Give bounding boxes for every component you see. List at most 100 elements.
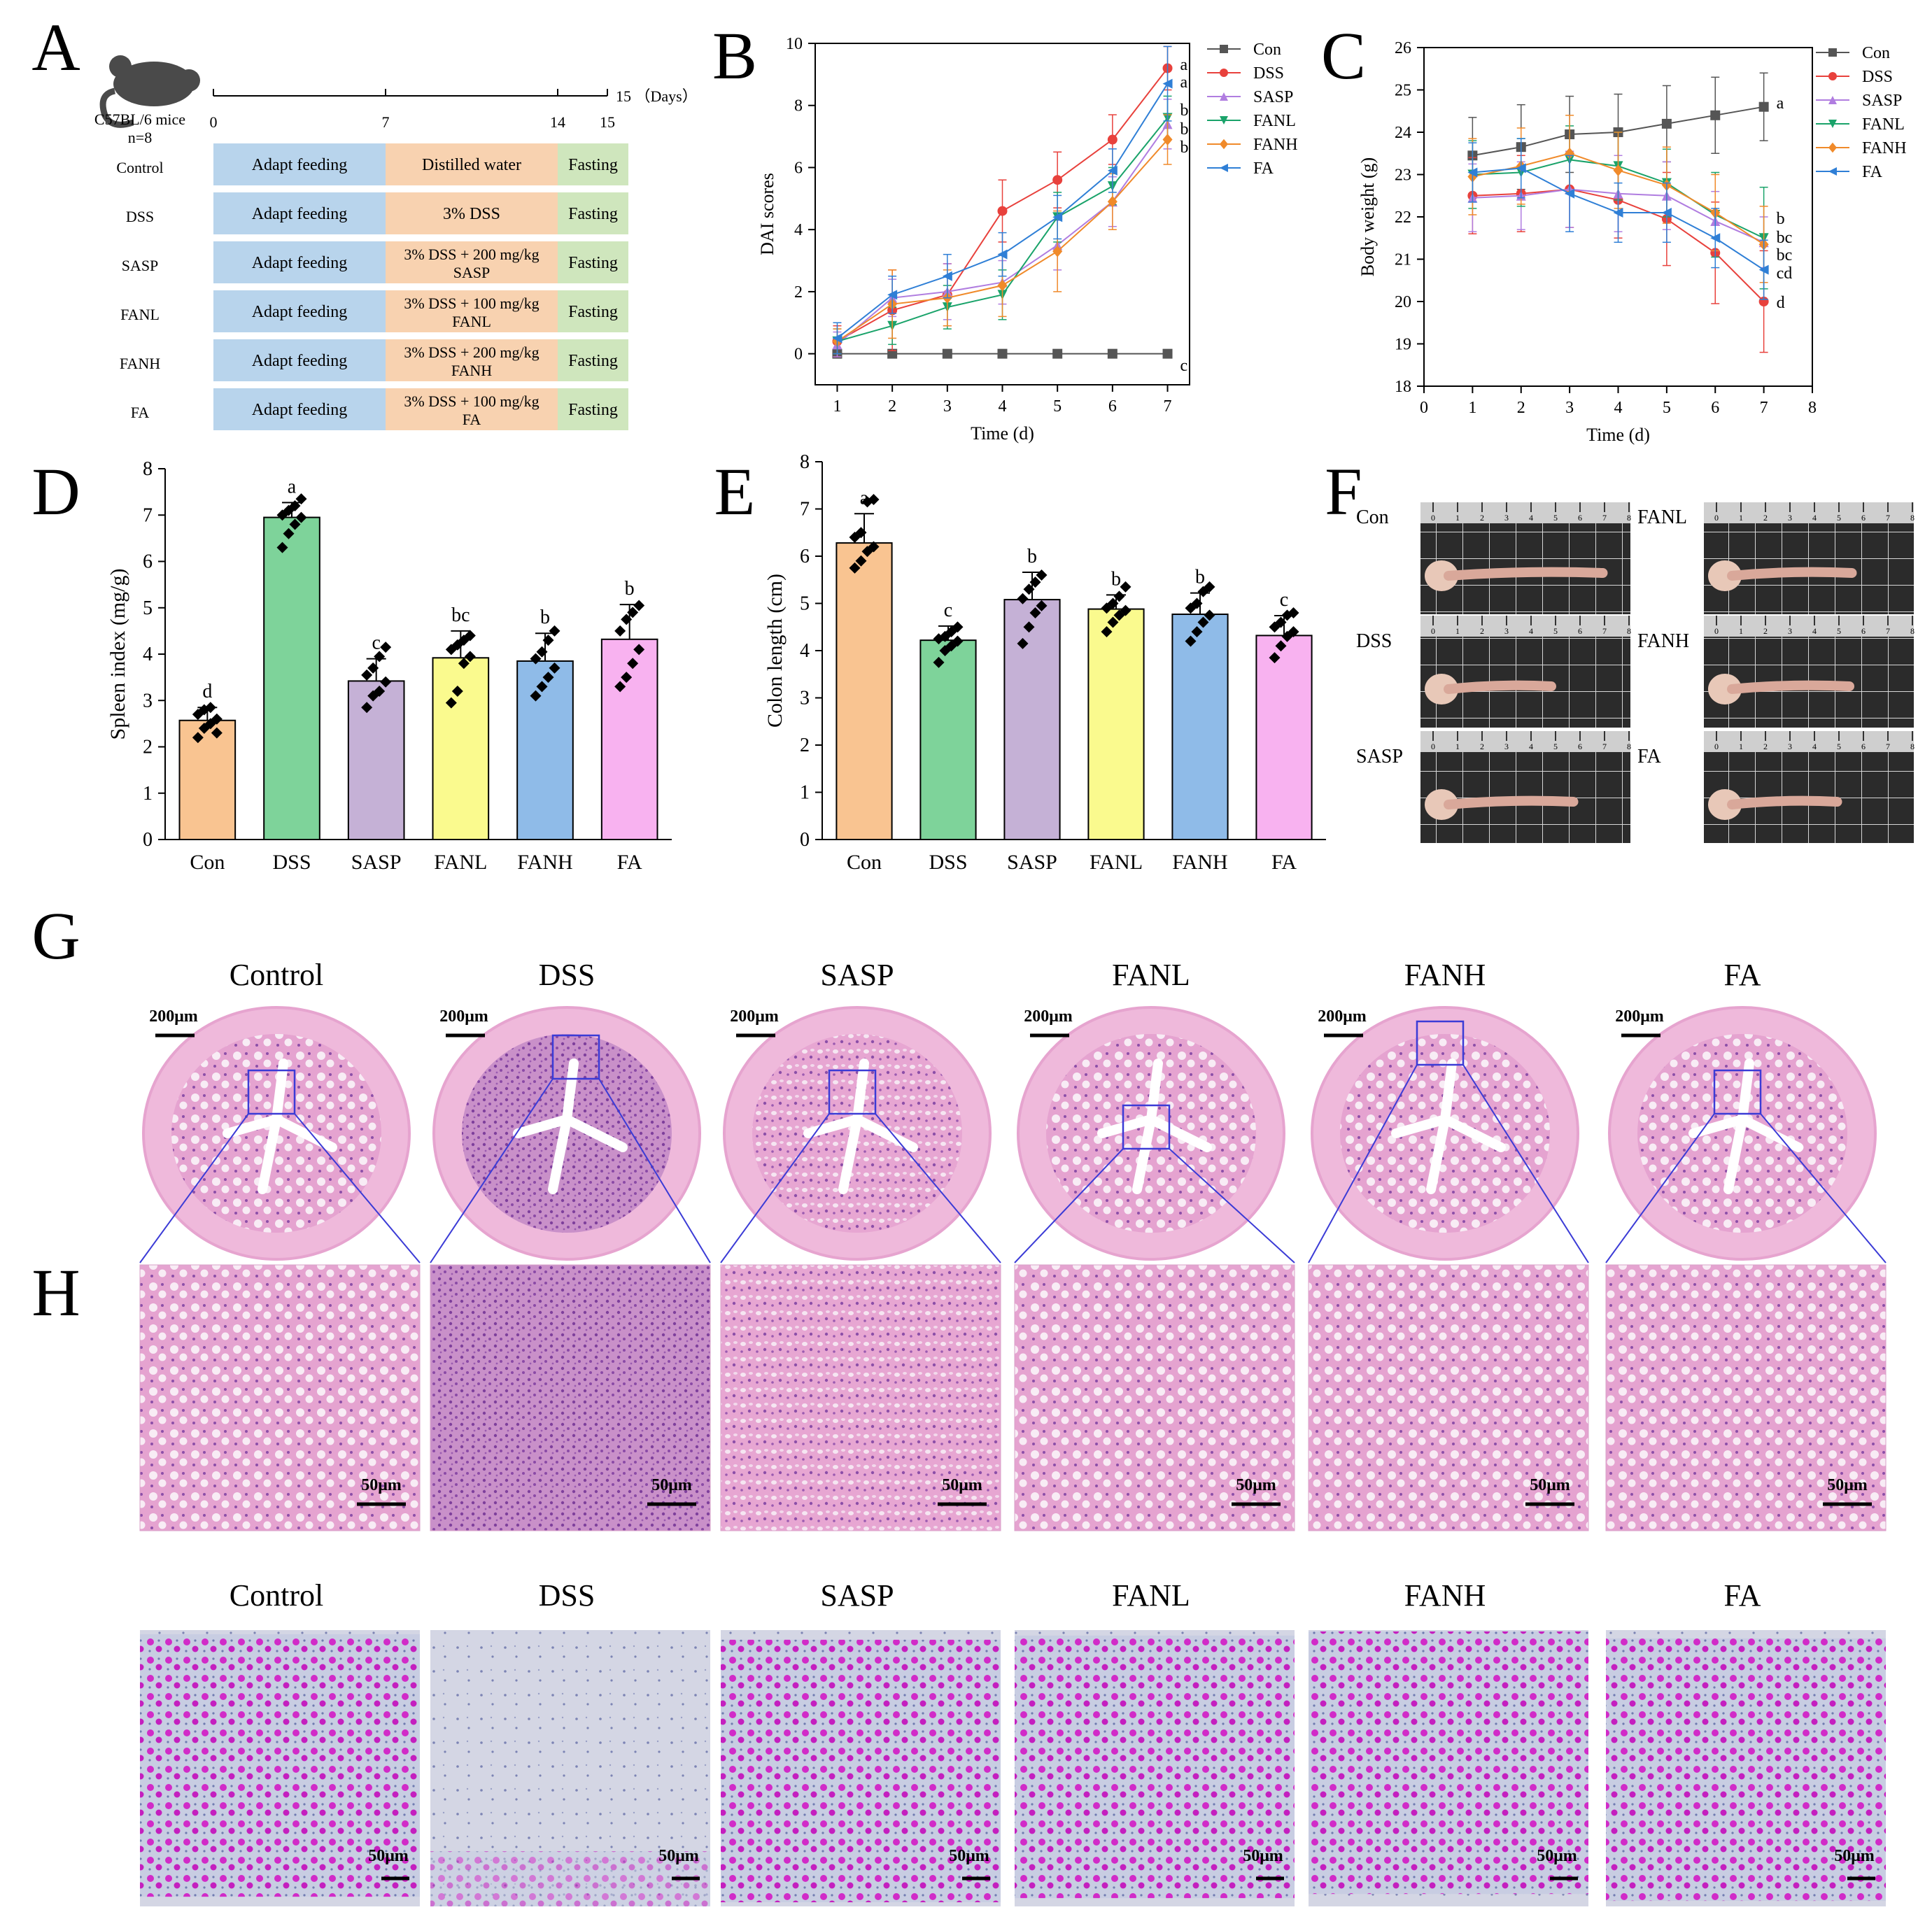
zoom-line — [294, 1113, 421, 1263]
pas-stained-region — [1015, 1635, 1295, 1899]
data-point — [289, 518, 301, 530]
zoom-box — [828, 1069, 877, 1115]
data-point — [1828, 72, 1837, 80]
data-point — [1023, 583, 1035, 595]
data-point — [1162, 78, 1173, 89]
ruler-tick-label: 7 — [1602, 513, 1607, 523]
data-point — [1017, 593, 1029, 604]
y-tick-label: 2 — [794, 283, 803, 302]
x-tick-label: 5 — [1663, 399, 1671, 417]
colon — [1727, 680, 1854, 694]
data-point — [1516, 163, 1526, 174]
mouse-label: C57BL/6 mice — [94, 111, 185, 128]
ruler-tick-label: 5 — [1553, 742, 1558, 751]
ruler-tick-label: 3 — [1788, 742, 1792, 751]
zoom-box — [1122, 1104, 1171, 1150]
panel-letter-g: G — [31, 898, 80, 973]
scale-label: 200μm — [1318, 1007, 1367, 1026]
protocol-row: SASP Adapt feeding 3% DSS + 200 mg/kgSASPF… — [122, 241, 628, 283]
he-zoom-image — [1309, 1265, 1588, 1531]
he-zoom-frame — [720, 1264, 1001, 1531]
data-point — [868, 541, 880, 553]
y-tick-label: 3 — [800, 688, 810, 709]
cecum — [1708, 789, 1742, 820]
he-group-title: FANL — [1112, 958, 1190, 992]
data-point — [1191, 597, 1203, 609]
bar — [919, 639, 977, 841]
y-axis-label: DAI scores — [757, 173, 777, 255]
significance-letter: b — [1777, 210, 1785, 228]
data-point — [887, 348, 898, 359]
data-point — [997, 279, 1008, 292]
data-point — [952, 621, 964, 633]
data-point — [832, 333, 842, 344]
y-axis-label: Spleen index (mg/g) — [106, 569, 129, 740]
colon-group-label: FA — [1637, 746, 1661, 767]
y-tick-label: 23 — [1395, 167, 1411, 185]
data-point — [361, 702, 373, 714]
data-point — [1107, 597, 1119, 609]
he-group-title: FANH — [1404, 958, 1486, 992]
scale-label: 50μm — [658, 1847, 699, 1865]
data-point — [1275, 640, 1287, 652]
fasting-box — [558, 339, 628, 381]
scale-label: 50μm — [651, 1476, 692, 1494]
y-tick-label: 2 — [800, 735, 810, 756]
y-tick-label: 1 — [800, 782, 810, 804]
data-point — [211, 727, 223, 739]
x-tick-label: 1 — [1468, 399, 1476, 417]
ruler-tick-label: 3 — [1788, 626, 1792, 636]
y-tick-label: 8 — [800, 451, 810, 473]
scale-label: 200μm — [1615, 1007, 1664, 1026]
x-tick-label: 4 — [999, 397, 1007, 416]
data-point — [1828, 167, 1837, 176]
data-point — [1052, 348, 1063, 359]
y-tick-label: 6 — [794, 159, 803, 177]
x-tick-label: Con — [190, 851, 225, 874]
ruler-tick-label: 3 — [1788, 513, 1792, 523]
scale-label: 50μm — [368, 1847, 409, 1865]
colon-photo: 0 1 2 3 4 5 6 7 8 FANL — [1637, 502, 1915, 614]
zoom-box — [1713, 1069, 1762, 1115]
treatment-label: 3% DSS + 200 mg/kg — [404, 246, 539, 263]
y-tick-label: 0 — [800, 829, 810, 851]
ruler-tick-label: 2 — [1763, 742, 1768, 751]
ruler-tick-label: 6 — [1861, 626, 1866, 636]
panel-f: 0 1 2 3 4 5 6 7 8 Con 0 1 2 3 4 5 6 7 8 DSS 0 1 2 3 4 5 6 7 8 SASP 0 1 2… — [1356, 502, 1915, 843]
scale-label: 50μm — [1236, 1476, 1276, 1494]
adapt-feeding-label: Adapt feeding — [252, 254, 348, 272]
data-point — [1288, 626, 1299, 637]
data-point — [997, 348, 1008, 359]
data-point — [633, 644, 645, 656]
data-point — [887, 290, 898, 300]
significance-letter: b — [1180, 120, 1189, 139]
pas-stained-region — [1606, 1638, 1886, 1902]
y-tick-label: 3 — [143, 690, 153, 711]
y-tick-label: 25 — [1395, 82, 1411, 100]
panel-letter-a: A — [31, 10, 80, 85]
data-point — [1220, 45, 1228, 53]
colon — [1444, 567, 1608, 581]
pas-group-title: SASP — [820, 1578, 894, 1613]
pas-group-sasp: SASP 50μm — [721, 1578, 1001, 1906]
y-tick-label: 4 — [800, 640, 810, 662]
data-point — [530, 690, 542, 702]
ruler-tick-label: 0 — [1714, 513, 1719, 523]
treatment-label: 3% DSS + 200 mg/kg — [404, 344, 539, 361]
treatment-box — [386, 241, 558, 283]
legend-label: FA — [1253, 160, 1274, 178]
data-point — [855, 527, 867, 539]
significance-letter: a — [288, 476, 297, 497]
treatment-label: FANH — [451, 362, 492, 379]
data-point — [1220, 164, 1228, 172]
protocol-group-name: FANH — [120, 355, 160, 372]
ruler-tick-label: 6 — [1861, 742, 1866, 751]
protocol-row: DSS Adapt feeding 3% DSS Fasting — [126, 192, 628, 234]
ruler-tick-label: 6 — [1578, 626, 1582, 636]
treatment-label: SASP — [453, 264, 491, 281]
ruler-tick-label: 2 — [1480, 742, 1484, 751]
data-point — [1710, 233, 1721, 243]
data-point — [549, 662, 560, 674]
significance-letter: b — [540, 607, 550, 628]
